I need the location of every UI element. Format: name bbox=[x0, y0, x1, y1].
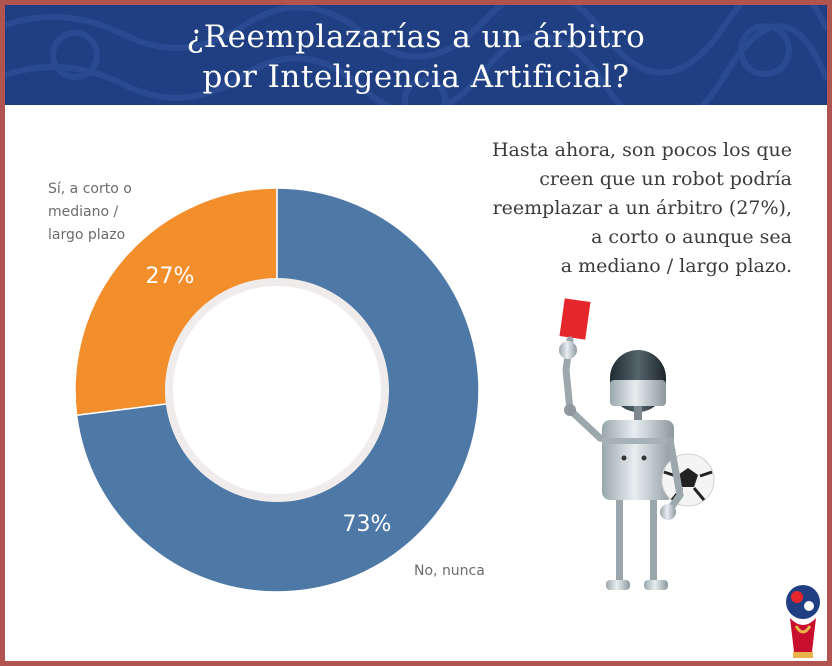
value-label: 73% bbox=[343, 512, 392, 537]
annotation-line: Hasta ahora, son pocos los que bbox=[491, 139, 792, 161]
world-cup-logo-icon bbox=[786, 585, 820, 658]
value-label: 27% bbox=[146, 264, 195, 289]
category-label-no: No, nunca bbox=[414, 560, 485, 583]
red-card-icon bbox=[559, 298, 591, 340]
category-label-line: No, nunca bbox=[414, 563, 485, 579]
category-label-yes: Sí, a corto o mediano / largo plazo bbox=[48, 178, 132, 247]
annotation-line: a corto o aunque sea bbox=[591, 226, 792, 248]
soccer-ball-icon bbox=[661, 453, 715, 507]
category-label-line: largo plazo bbox=[48, 227, 126, 243]
header-banner: ¿Reemplazarías a un árbitro por Intelige… bbox=[5, 5, 827, 105]
annotation-line: a mediano / largo plazo. bbox=[560, 255, 792, 277]
title-line-2: por Inteligencia Artificial? bbox=[202, 59, 630, 95]
category-label-line: mediano / bbox=[48, 204, 119, 220]
page-title: ¿Reemplazarías a un árbitro por Intelige… bbox=[5, 17, 827, 97]
header-pattern bbox=[5, 5, 827, 105]
annotation-text: Hasta ahora, son pocos los que creen que… bbox=[440, 136, 792, 281]
donut-hole bbox=[173, 286, 381, 494]
title-line-1: ¿Reemplazarías a un árbitro bbox=[186, 19, 646, 55]
annotation-line: reemplazar a un árbitro (27%), bbox=[492, 197, 792, 219]
annotation-line: creen que un robot podría bbox=[539, 168, 792, 190]
robot-referee-icon bbox=[559, 298, 715, 590]
category-label-line: Sí, a corto o bbox=[48, 181, 132, 197]
